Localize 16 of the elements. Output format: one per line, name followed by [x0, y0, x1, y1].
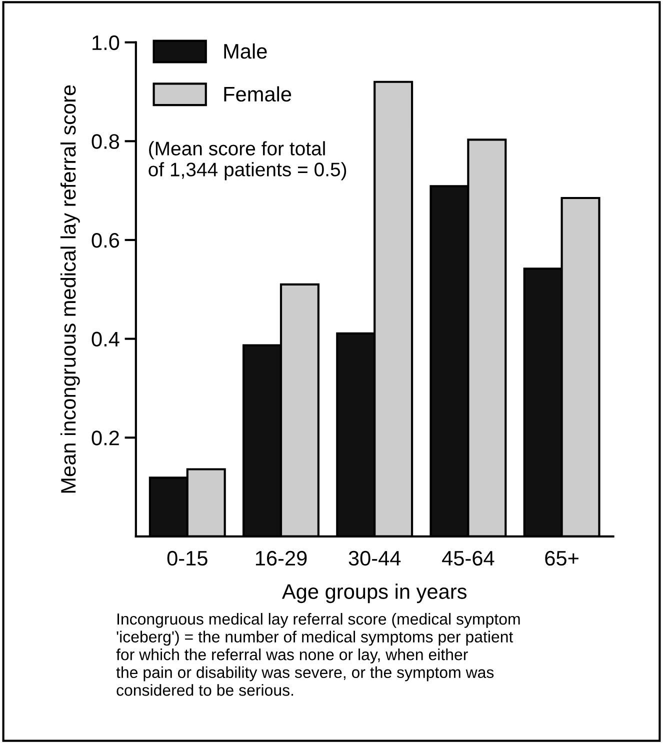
annotation: (Mean score for total of 1,344 patients = 0.5) — [148, 141, 346, 180]
y-tick-label: 0.4 — [92, 332, 120, 347]
legend-label: Male — [224, 43, 267, 59]
legend-label: Female — [224, 86, 292, 102]
x-tick-label: 30-44 — [348, 550, 401, 566]
x-tick-label: 0-15 — [167, 550, 208, 566]
text: Incongruous medical lay referral score (medical symptom 'iceberg') = the number of medical symptoms per patient for which the referral was none or lay, when either the pain or disability was severe, or the symptom was considered to be serious. — [116, 612, 520, 696]
x-tick-label: 65+ — [545, 550, 578, 566]
x-tick-label: 16-29 — [256, 550, 307, 566]
y-axis-title: Mean incongruous medical lay referral score — [60, 85, 80, 493]
y-tick-label: 0.2 — [92, 430, 119, 446]
y-tick-label: 1.0 — [92, 35, 120, 50]
x-axis-title: Age groups in years — [282, 584, 466, 604]
y-tick-label: 0.8 — [92, 134, 120, 149]
y-tick-label: 0.6 — [92, 232, 120, 248]
x-tick-label: 45-64 — [442, 550, 494, 566]
